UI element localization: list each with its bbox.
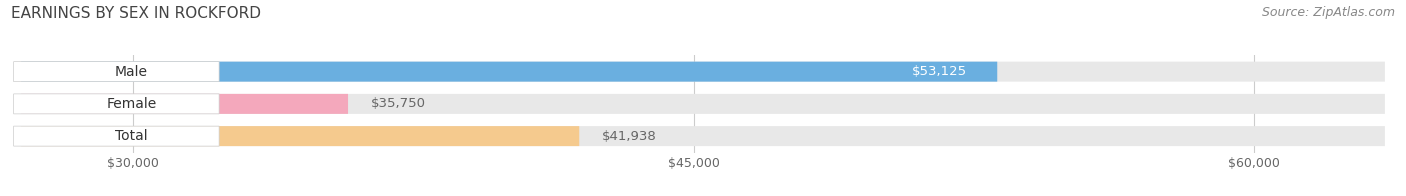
FancyBboxPatch shape	[14, 126, 219, 146]
FancyBboxPatch shape	[21, 62, 997, 82]
FancyBboxPatch shape	[21, 62, 1385, 82]
Text: Total: Total	[115, 129, 148, 143]
Text: EARNINGS BY SEX IN ROCKFORD: EARNINGS BY SEX IN ROCKFORD	[11, 6, 262, 21]
FancyBboxPatch shape	[14, 94, 219, 114]
FancyBboxPatch shape	[14, 62, 219, 82]
FancyBboxPatch shape	[21, 94, 1385, 114]
Text: Male: Male	[115, 65, 148, 79]
FancyBboxPatch shape	[21, 126, 1385, 146]
Text: $41,938: $41,938	[602, 130, 657, 143]
Text: Source: ZipAtlas.com: Source: ZipAtlas.com	[1261, 6, 1395, 19]
FancyBboxPatch shape	[21, 94, 349, 114]
Text: $53,125: $53,125	[912, 65, 967, 78]
FancyBboxPatch shape	[21, 126, 579, 146]
Text: $35,750: $35,750	[370, 97, 426, 110]
Text: Female: Female	[107, 97, 156, 111]
